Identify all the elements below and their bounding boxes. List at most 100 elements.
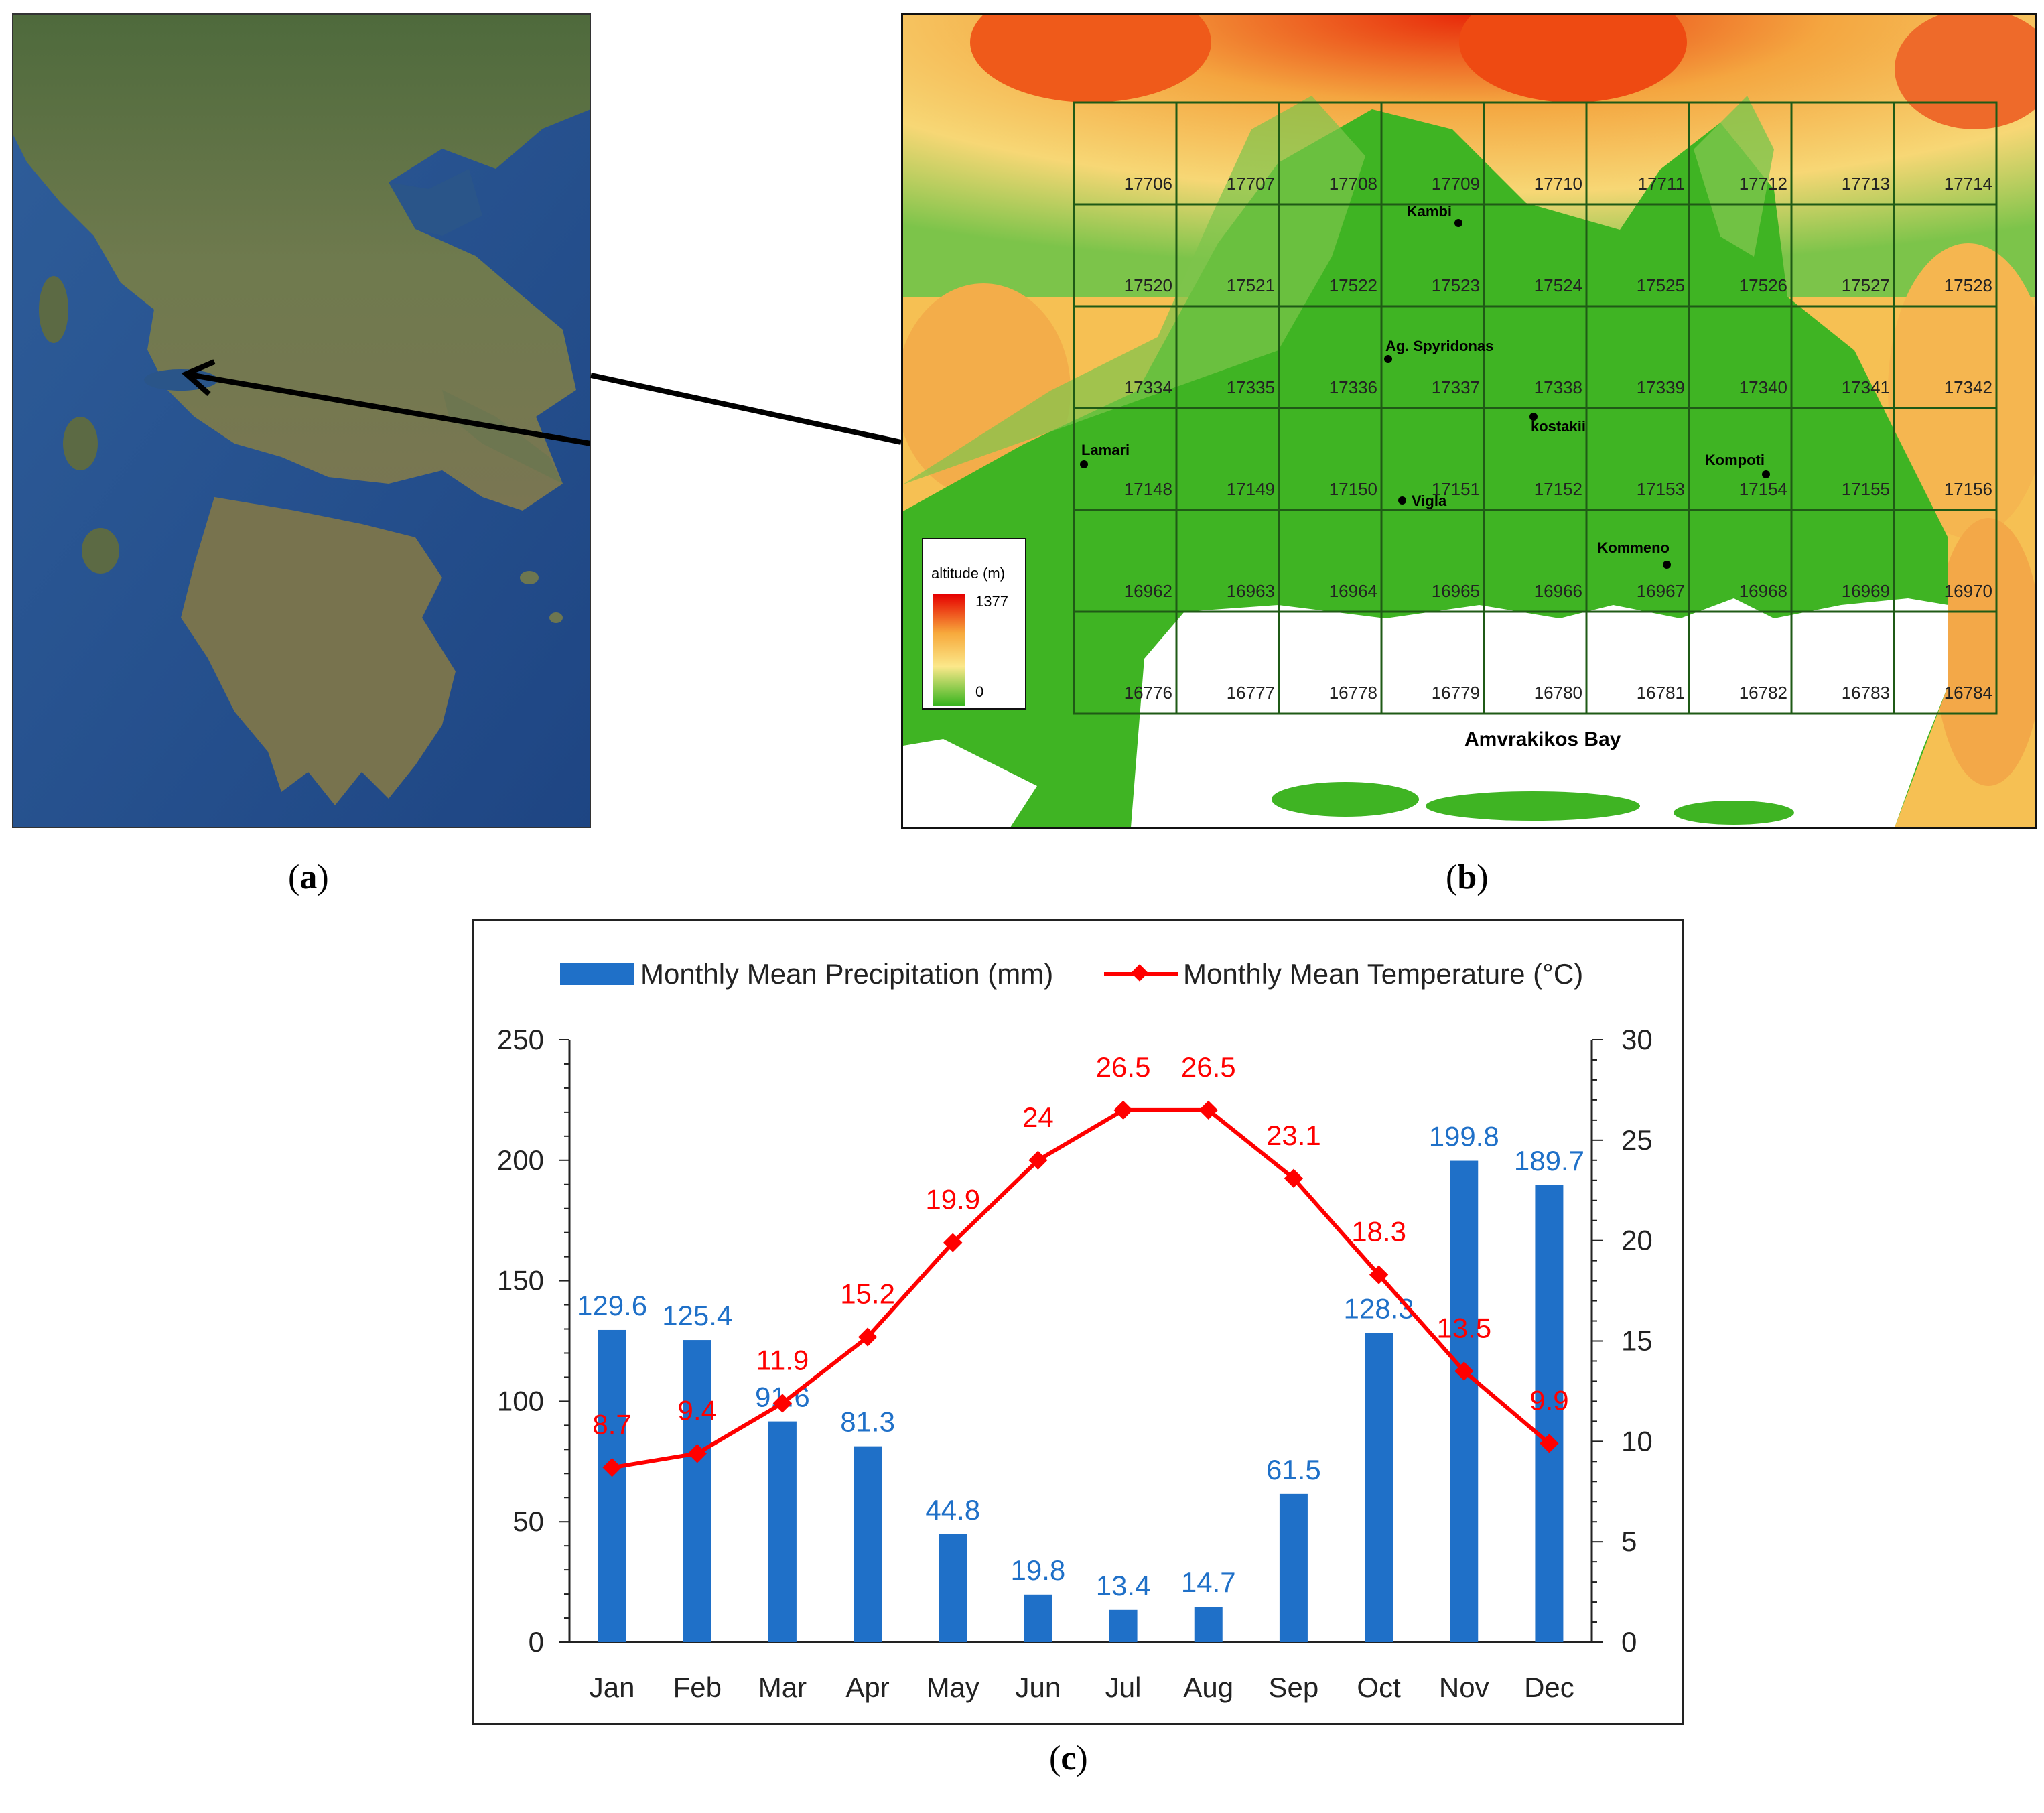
grid-cell-id: 16779 [1432,683,1480,703]
grid-cell-id: 17335 [1227,377,1275,397]
x-tick-label: Jul [1105,1672,1142,1703]
grid-cell-id: 17156 [1944,479,1992,499]
panel-label-c: (c) [1049,1739,1088,1777]
place-marker [1384,355,1392,363]
legend-line-label: Monthly Mean Temperature (°C) [1183,958,1583,990]
legend-max: 1377 [975,593,1008,610]
precipitation-label: 125.4 [662,1300,732,1331]
legend-bar-swatch [560,963,634,985]
chart-legend: Monthly Mean Precipitation (mm) Monthly … [560,958,1583,990]
place-marker [1398,496,1406,505]
precipitation-label: 189.7 [1514,1145,1584,1177]
grid-cell-id: 17520 [1124,275,1172,295]
precipitation-bar [1109,1609,1138,1642]
grid-cell-id: 16969 [1842,581,1890,601]
grid-cell-id: 16784 [1944,683,1992,703]
grid-cell-id: 16964 [1329,581,1377,601]
grid-cell-id: 17153 [1637,479,1685,499]
precipitation-label: 61.5 [1266,1454,1321,1485]
grid-cell-id: 17708 [1329,174,1377,194]
grid-cell-id: 17707 [1227,174,1275,194]
grid-cell-id: 17339 [1637,377,1685,397]
legend-bar-label: Monthly Mean Precipitation (mm) [640,958,1053,990]
place-label-kommeno: Kommeno [1597,539,1670,556]
place-marker [1762,470,1770,478]
climate-chart-frame: Monthly Mean Precipitation (mm) Monthly … [472,919,1684,1725]
temperature-label: 23.1 [1266,1120,1321,1151]
precipitation-bar [1279,1493,1308,1642]
precipitation-label: 13.4 [1096,1570,1151,1601]
precipitation-label: 14.7 [1181,1566,1236,1598]
grid-cell-id: 17525 [1637,275,1685,295]
precipitation-bar [854,1446,882,1642]
panel-b-altitude-map: 17706 17707 17708 17709 17710 17711 17712 17713… [901,13,2037,829]
grid-cell-id: 16968 [1739,581,1787,601]
altitude-map: 17706 17707 17708 17709 17710 17711 17712 17713… [903,15,2035,827]
temperature-label: 18.3 [1351,1216,1406,1248]
legend-line-marker [1131,964,1148,982]
x-tick-label: Nov [1439,1672,1489,1703]
temperature-label: 19.9 [925,1184,980,1215]
grid-cell-id: 17526 [1739,275,1787,295]
x-tick-label: Dec [1524,1672,1574,1703]
grid-cell-id: 16967 [1637,581,1685,601]
right-tick-label: 15 [1621,1325,1653,1357]
grid-cell-id: 17524 [1534,275,1582,295]
left-tick-label: 250 [497,1024,544,1055]
precipitation-bar [598,1329,626,1642]
grid-cell-id: 17714 [1944,174,1992,194]
place-label-kostakii: kostakii [1531,418,1586,435]
precipitation-label: 128.3 [1344,1293,1414,1325]
temperature-marker [1284,1168,1304,1188]
altitude-legend: altitude (m) 1377 0 [922,538,1026,710]
grid-cell-id: 17711 [1638,174,1685,194]
precipitation-label: 44.8 [925,1494,980,1526]
grid-cell-id: 16962 [1124,581,1172,601]
panel-label-a: (a) [288,858,329,896]
grid-cell-id: 16965 [1432,581,1480,601]
grid-cell-id: 17336 [1329,377,1377,397]
grid-cell-id: 17155 [1842,479,1890,499]
grid-cell [1893,610,1998,715]
left-tick-label: 200 [497,1144,544,1176]
precipitation-bar [768,1421,797,1642]
grid-cell-id: 17342 [1944,377,1992,397]
grid-cell-id: 16970 [1944,581,1992,601]
place-label-lamari: Lamari [1081,442,1130,458]
place-label-kambi: Kambi [1407,203,1452,220]
x-tick-label: Jun [1016,1672,1061,1703]
place-label-ag_spyridonas: Ag. Spyridonas [1385,338,1493,354]
grid-cell-id: 16778 [1329,683,1377,703]
precipitation-bar [1194,1607,1223,1642]
bay-label: Amvrakikos Bay [1464,728,1621,750]
temperature-label: 26.5 [1181,1051,1236,1083]
grid-cell-id: 17713 [1842,174,1890,194]
grid-cell-id: 17148 [1124,479,1172,499]
precipitation-label: 81.3 [840,1406,895,1438]
precipitation-bar [1450,1160,1479,1642]
grid-cell-id: 17709 [1432,174,1480,194]
grid-cell-id: 17150 [1329,479,1377,499]
place-marker [1663,561,1671,569]
place-marker [1529,413,1538,421]
grid-cell-id: 16782 [1739,683,1787,703]
panel-a-satellite-map [12,13,591,828]
grid-cell-id: 16966 [1534,581,1582,601]
temperature-marker [1454,1361,1474,1381]
grid-cell-id: 16780 [1534,683,1582,703]
temperature-label: 8.7 [592,1408,631,1440]
grid-cell-id: 17522 [1329,275,1377,295]
x-tick-label: Oct [1357,1672,1401,1703]
temperature-marker [943,1233,963,1252]
place-label-vigla: Vigla [1412,492,1447,509]
grid-cell-id: 17341 [1842,377,1890,397]
x-tick-label: Feb [673,1672,722,1703]
legend-min: 0 [975,683,984,700]
temperature-marker [1199,1100,1218,1120]
precipitation-bar [1024,1594,1052,1642]
right-tick-label: 5 [1621,1526,1637,1557]
temperature-marker [1113,1100,1133,1120]
satellite-image [13,15,590,827]
precipitation-bar [939,1534,967,1642]
grid-cell-id: 17527 [1842,275,1890,295]
